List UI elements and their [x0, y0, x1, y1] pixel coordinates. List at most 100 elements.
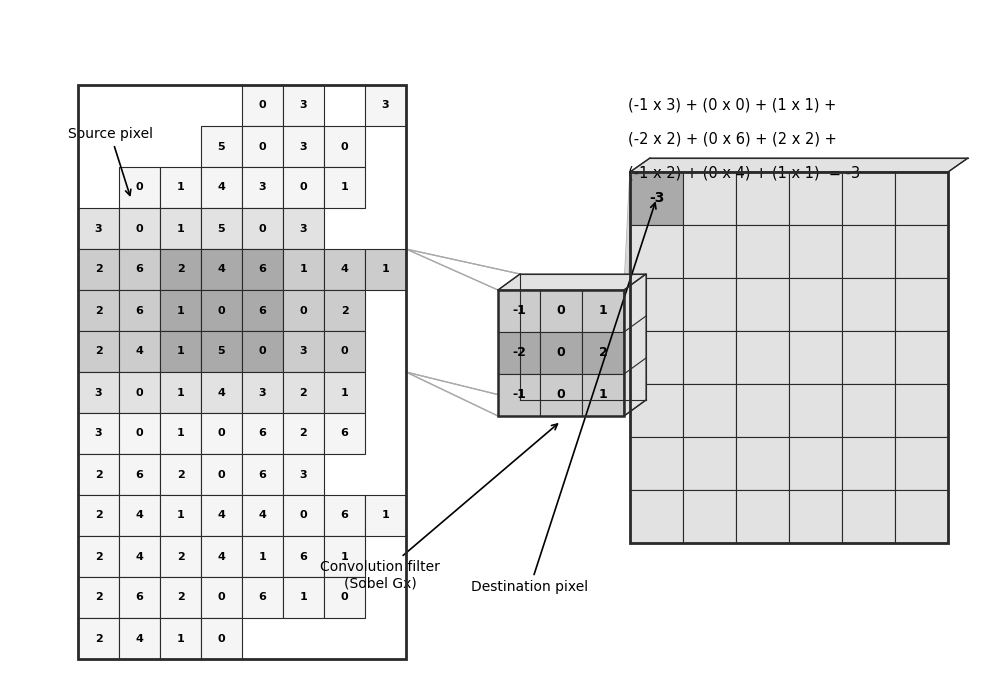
Bar — [498, 290, 540, 332]
Bar — [78, 372, 119, 413]
Text: 0: 0 — [218, 306, 225, 315]
Bar — [201, 126, 242, 167]
Bar — [201, 249, 242, 290]
Text: 6: 6 — [259, 264, 266, 275]
Text: 4: 4 — [136, 510, 143, 521]
Bar — [242, 577, 283, 618]
Bar — [119, 495, 160, 536]
Text: 0: 0 — [136, 223, 143, 234]
Bar — [630, 384, 683, 437]
Bar — [242, 167, 283, 208]
Text: 0: 0 — [218, 429, 225, 438]
Text: Destination pixel: Destination pixel — [471, 203, 656, 594]
Bar — [895, 225, 948, 278]
Bar — [201, 495, 242, 536]
Text: 0: 0 — [136, 387, 143, 398]
Text: 6: 6 — [136, 592, 143, 602]
Text: 1: 1 — [382, 264, 389, 275]
Text: 0: 0 — [341, 346, 348, 357]
Text: 0: 0 — [259, 346, 266, 357]
Bar — [119, 167, 160, 208]
Text: 5: 5 — [218, 223, 225, 234]
Bar — [498, 374, 540, 416]
Bar — [498, 290, 624, 416]
Bar — [683, 278, 736, 331]
Bar — [78, 495, 119, 536]
Bar — [540, 290, 582, 332]
Bar — [540, 332, 582, 374]
Polygon shape — [498, 274, 646, 290]
Text: 0: 0 — [218, 633, 225, 644]
Bar — [242, 249, 283, 290]
Bar — [683, 172, 736, 225]
Bar — [789, 225, 842, 278]
Bar — [842, 384, 895, 437]
Bar — [895, 331, 948, 384]
Bar — [160, 495, 201, 536]
Bar — [630, 437, 683, 490]
Bar — [324, 577, 365, 618]
Bar — [160, 454, 201, 495]
Bar — [119, 413, 160, 454]
Bar — [201, 372, 242, 413]
Bar — [78, 290, 119, 331]
Bar — [630, 331, 683, 384]
Bar — [789, 172, 842, 225]
Bar — [201, 454, 242, 495]
Bar — [119, 577, 160, 618]
Bar — [160, 167, 201, 208]
Text: 6: 6 — [136, 264, 143, 275]
Bar — [242, 372, 283, 413]
Bar — [683, 437, 736, 490]
Text: 2: 2 — [95, 592, 102, 602]
Bar — [78, 331, 119, 372]
Bar — [842, 437, 895, 490]
Text: 2: 2 — [177, 469, 184, 480]
Bar — [683, 331, 736, 384]
Bar — [242, 495, 283, 536]
Text: 1: 1 — [599, 304, 607, 317]
Text: 4: 4 — [218, 510, 225, 521]
Bar — [540, 374, 582, 416]
Bar — [283, 249, 324, 290]
Bar — [160, 208, 201, 249]
Bar — [242, 85, 283, 126]
Bar — [630, 278, 683, 331]
Bar — [283, 495, 324, 536]
Bar — [201, 208, 242, 249]
Bar — [895, 437, 948, 490]
Bar — [160, 413, 201, 454]
Bar — [242, 454, 283, 495]
Text: 1: 1 — [300, 592, 307, 602]
Text: 0: 0 — [259, 223, 266, 234]
Text: 1: 1 — [300, 264, 307, 275]
Text: 0: 0 — [300, 306, 307, 315]
Polygon shape — [624, 172, 630, 416]
Bar — [242, 290, 283, 331]
Bar — [683, 490, 736, 543]
Bar — [736, 331, 789, 384]
Text: 2: 2 — [95, 633, 102, 644]
Text: 2: 2 — [177, 552, 184, 561]
Bar — [242, 126, 283, 167]
Text: 2: 2 — [95, 510, 102, 521]
Bar — [119, 331, 160, 372]
Bar — [201, 331, 242, 372]
Bar — [895, 278, 948, 331]
Bar — [160, 536, 201, 577]
Bar — [242, 536, 283, 577]
Text: 4: 4 — [218, 387, 225, 398]
Text: 1: 1 — [177, 510, 184, 521]
Bar — [78, 208, 119, 249]
Bar — [283, 167, 324, 208]
Bar — [119, 372, 160, 413]
Text: Convolution filter
(Sobel Gx): Convolution filter (Sobel Gx) — [320, 424, 557, 590]
Text: 1: 1 — [177, 633, 184, 644]
Bar — [683, 384, 736, 437]
Bar — [736, 490, 789, 543]
Bar — [201, 577, 242, 618]
Text: 0: 0 — [300, 183, 307, 192]
Text: 0: 0 — [218, 469, 225, 480]
Text: 2: 2 — [95, 264, 102, 275]
Bar — [283, 372, 324, 413]
